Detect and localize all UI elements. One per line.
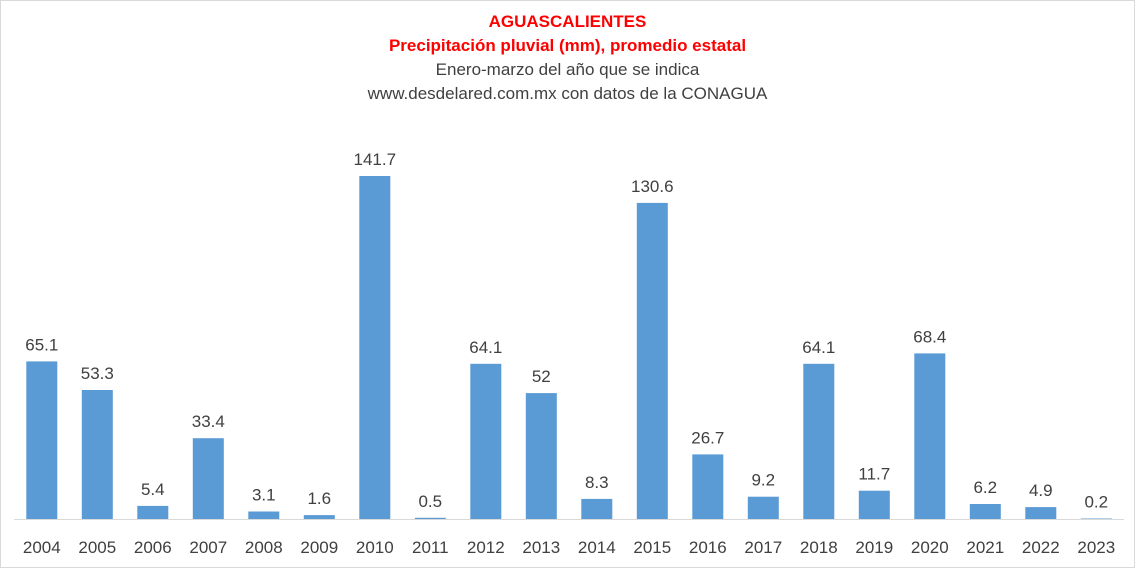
x-tick-label-2019: 2019	[855, 538, 893, 557]
bar-2023	[1080, 518, 1112, 519]
chart-title: AGUASCALIENTES	[488, 12, 647, 31]
data-label-2012: 64.1	[469, 338, 502, 357]
data-label-2005: 53.3	[81, 364, 114, 383]
data-label-2011: 0.5	[418, 492, 442, 511]
bar-2016	[692, 454, 724, 519]
x-tick-label-2017: 2017	[744, 538, 782, 557]
data-label-2010: 141.7	[354, 150, 397, 169]
x-tick-label-2022: 2022	[1022, 538, 1060, 557]
data-label-2018: 64.1	[802, 338, 835, 357]
data-label-2013: 52	[532, 367, 551, 386]
data-label-2020: 68.4	[913, 327, 946, 346]
chart-subtitle: Precipitación pluvial (mm), promedio est…	[388, 36, 747, 55]
data-label-2021: 6.2	[973, 478, 997, 497]
data-label-2007: 33.4	[192, 412, 225, 431]
x-tick-label-2018: 2018	[800, 538, 838, 557]
x-tick-label-2007: 2007	[189, 538, 227, 557]
bar-2008	[248, 511, 280, 519]
chart-period-note: Enero-marzo del año que se indica	[435, 60, 700, 79]
bar-2007	[192, 438, 224, 519]
bar-2013	[525, 393, 557, 519]
x-tick-label-2012: 2012	[467, 538, 505, 557]
x-tick-label-2008: 2008	[245, 538, 283, 557]
data-label-2004: 65.1	[25, 335, 58, 354]
bar-2005	[81, 390, 113, 519]
data-label-2022: 4.9	[1029, 481, 1053, 500]
bar-2012	[470, 363, 502, 519]
data-label-2015: 130.6	[631, 177, 674, 196]
bar-2020	[914, 353, 946, 519]
x-tick-label-2020: 2020	[911, 538, 949, 557]
bar-2004	[26, 361, 58, 519]
x-tick-label-2014: 2014	[578, 538, 616, 557]
data-label-2019: 11.7	[858, 465, 890, 484]
x-tick-label-2006: 2006	[134, 538, 172, 557]
x-tick-label-2016: 2016	[689, 538, 727, 557]
bar-2015	[636, 202, 668, 519]
data-label-2006: 5.4	[141, 480, 165, 499]
bar-2018	[803, 363, 835, 519]
bar-2006	[137, 505, 169, 519]
x-tick-label-2009: 2009	[300, 538, 338, 557]
bar-2022	[1025, 507, 1057, 519]
x-tick-label-2010: 2010	[356, 538, 394, 557]
bar-2010	[359, 176, 391, 519]
x-tick-label-2013: 2013	[522, 538, 560, 557]
data-label-2008: 3.1	[252, 486, 276, 505]
bar-2021	[969, 504, 1001, 519]
data-label-2009: 1.6	[307, 489, 331, 508]
bar-2011	[414, 517, 446, 519]
x-tick-label-2021: 2021	[966, 538, 1004, 557]
x-tick-label-2015: 2015	[633, 538, 671, 557]
x-tick-label-2004: 2004	[23, 538, 61, 557]
data-label-2023: 0.2	[1084, 493, 1108, 512]
bar-2009	[303, 515, 335, 519]
data-label-2016: 26.7	[691, 428, 724, 447]
bar-2019	[858, 490, 890, 519]
data-label-2017: 9.2	[751, 471, 775, 490]
chart-source: www.desdelared.com.mx con datos de la CO…	[367, 84, 768, 103]
bar-2017	[747, 496, 779, 519]
x-tick-label-2005: 2005	[78, 538, 116, 557]
chart-titles: AGUASCALIENTES Precipitación pluvial (mm…	[0, 10, 1135, 106]
bar-2014	[581, 498, 613, 519]
x-tick-label-2023: 2023	[1077, 538, 1115, 557]
data-label-2014: 8.3	[585, 473, 609, 492]
x-tick-label-2011: 2011	[412, 538, 449, 557]
